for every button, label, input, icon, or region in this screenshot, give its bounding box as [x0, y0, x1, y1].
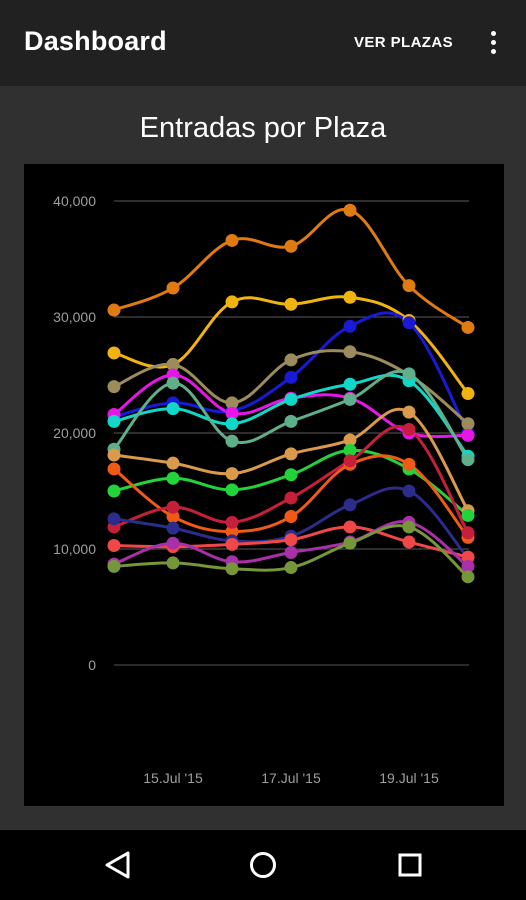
data-point[interactable] — [284, 468, 298, 482]
data-point[interactable] — [284, 510, 298, 524]
chart-title: Entradas por Plaza — [139, 112, 387, 144]
data-point[interactable] — [225, 515, 239, 529]
data-point[interactable] — [166, 510, 180, 524]
data-point[interactable] — [107, 462, 121, 476]
data-point[interactable] — [343, 536, 357, 550]
data-point[interactable] — [166, 376, 180, 390]
data-point[interactable] — [461, 508, 475, 522]
data-point[interactable] — [402, 405, 416, 419]
y-tick-label: 20,000 — [53, 425, 96, 441]
data-point[interactable] — [343, 345, 357, 359]
data-point[interactable] — [225, 406, 239, 420]
chart-container: 0 10,000 20,000 30,000 40,000 15.Jul '15 17.Ju… — [24, 164, 504, 806]
data-point[interactable] — [343, 319, 357, 333]
data-point[interactable] — [461, 428, 475, 442]
data-point[interactable] — [225, 396, 239, 410]
data-point[interactable] — [343, 392, 357, 406]
dashboard-content: Entradas por Plaza 0 10,000 20,000 30,000 40… — [0, 86, 526, 830]
data-point[interactable] — [402, 484, 416, 498]
data-point[interactable] — [343, 498, 357, 512]
data-point[interactable] — [166, 500, 180, 514]
x-tick-label: 17.Jul '15 — [261, 770, 321, 786]
back-triangle-icon[interactable] — [90, 840, 146, 890]
app-bar: Dashboard VER PLAZAS — [0, 0, 526, 86]
data-point[interactable] — [284, 353, 298, 367]
data-point[interactable] — [107, 448, 121, 462]
data-point[interactable] — [402, 535, 416, 549]
data-point[interactable] — [166, 456, 180, 470]
data-point[interactable] — [225, 467, 239, 481]
data-point[interactable] — [343, 377, 357, 391]
data-point[interactable] — [461, 387, 475, 401]
data-point[interactable] — [343, 290, 357, 304]
data-point[interactable] — [284, 392, 298, 406]
data-point[interactable] — [225, 562, 239, 576]
data-point[interactable] — [107, 512, 121, 526]
data-point[interactable] — [343, 520, 357, 534]
data-point[interactable] — [461, 550, 475, 564]
recents-square-icon[interactable] — [382, 840, 438, 890]
data-point[interactable] — [343, 203, 357, 217]
data-point[interactable] — [284, 297, 298, 311]
data-point[interactable] — [284, 370, 298, 384]
data-point[interactable] — [461, 559, 475, 573]
data-point[interactable] — [402, 520, 416, 534]
data-point[interactable] — [225, 295, 239, 309]
x-tick-label: 15.Jul '15 — [143, 770, 203, 786]
data-point[interactable] — [461, 320, 475, 334]
data-point[interactable] — [402, 367, 416, 381]
data-point[interactable] — [284, 545, 298, 559]
data-point[interactable] — [225, 233, 239, 247]
data-point[interactable] — [402, 316, 416, 330]
data-point[interactable] — [166, 471, 180, 485]
data-point[interactable] — [225, 537, 239, 551]
data-point[interactable] — [284, 561, 298, 575]
data-point[interactable] — [225, 434, 239, 448]
data-point[interactable] — [402, 279, 416, 293]
data-point[interactable] — [284, 414, 298, 428]
data-point[interactable] — [166, 281, 180, 295]
data-point[interactable] — [166, 402, 180, 416]
app-title: Dashboard — [24, 26, 167, 56]
data-point[interactable] — [107, 559, 121, 573]
data-point[interactable] — [343, 433, 357, 447]
home-circle-icon[interactable] — [235, 840, 291, 890]
data-point[interactable] — [461, 453, 475, 467]
more-vert-icon[interactable] — [480, 26, 508, 60]
data-point[interactable] — [461, 417, 475, 431]
data-point[interactable] — [107, 539, 121, 553]
data-point[interactable] — [107, 346, 121, 360]
data-point[interactable] — [284, 491, 298, 505]
data-point[interactable] — [461, 570, 475, 584]
data-point[interactable] — [284, 447, 298, 461]
data-point[interactable] — [402, 423, 416, 437]
data-point[interactable] — [166, 358, 180, 372]
x-tick-label: 19.Jul '15 — [379, 770, 439, 786]
data-point[interactable] — [166, 556, 180, 570]
ver-plazas-button[interactable]: VER PLAZAS — [354, 34, 454, 51]
data-point[interactable] — [284, 533, 298, 547]
data-point[interactable] — [225, 525, 239, 539]
line-chart: 0 10,000 20,000 30,000 40,000 15.Jul '15 17.Ju… — [53, 193, 475, 786]
navigation-bar — [0, 830, 526, 900]
data-point[interactable] — [107, 484, 121, 498]
data-point[interactable] — [343, 454, 357, 468]
data-point[interactable] — [402, 457, 416, 471]
data-point[interactable] — [166, 521, 180, 535]
data-point[interactable] — [107, 303, 121, 317]
data-point[interactable] — [166, 536, 180, 550]
data-point[interactable] — [225, 417, 239, 431]
data-point[interactable] — [461, 526, 475, 540]
y-tick-label: 40,000 — [53, 193, 96, 209]
data-point[interactable] — [107, 380, 121, 394]
data-point[interactable] — [343, 443, 357, 457]
y-tick-label: 0 — [88, 657, 96, 673]
data-point[interactable] — [107, 414, 121, 428]
y-tick-label: 10,000 — [53, 541, 96, 557]
data-point[interactable] — [284, 239, 298, 253]
y-tick-label: 30,000 — [53, 309, 96, 325]
data-point[interactable] — [225, 483, 239, 497]
